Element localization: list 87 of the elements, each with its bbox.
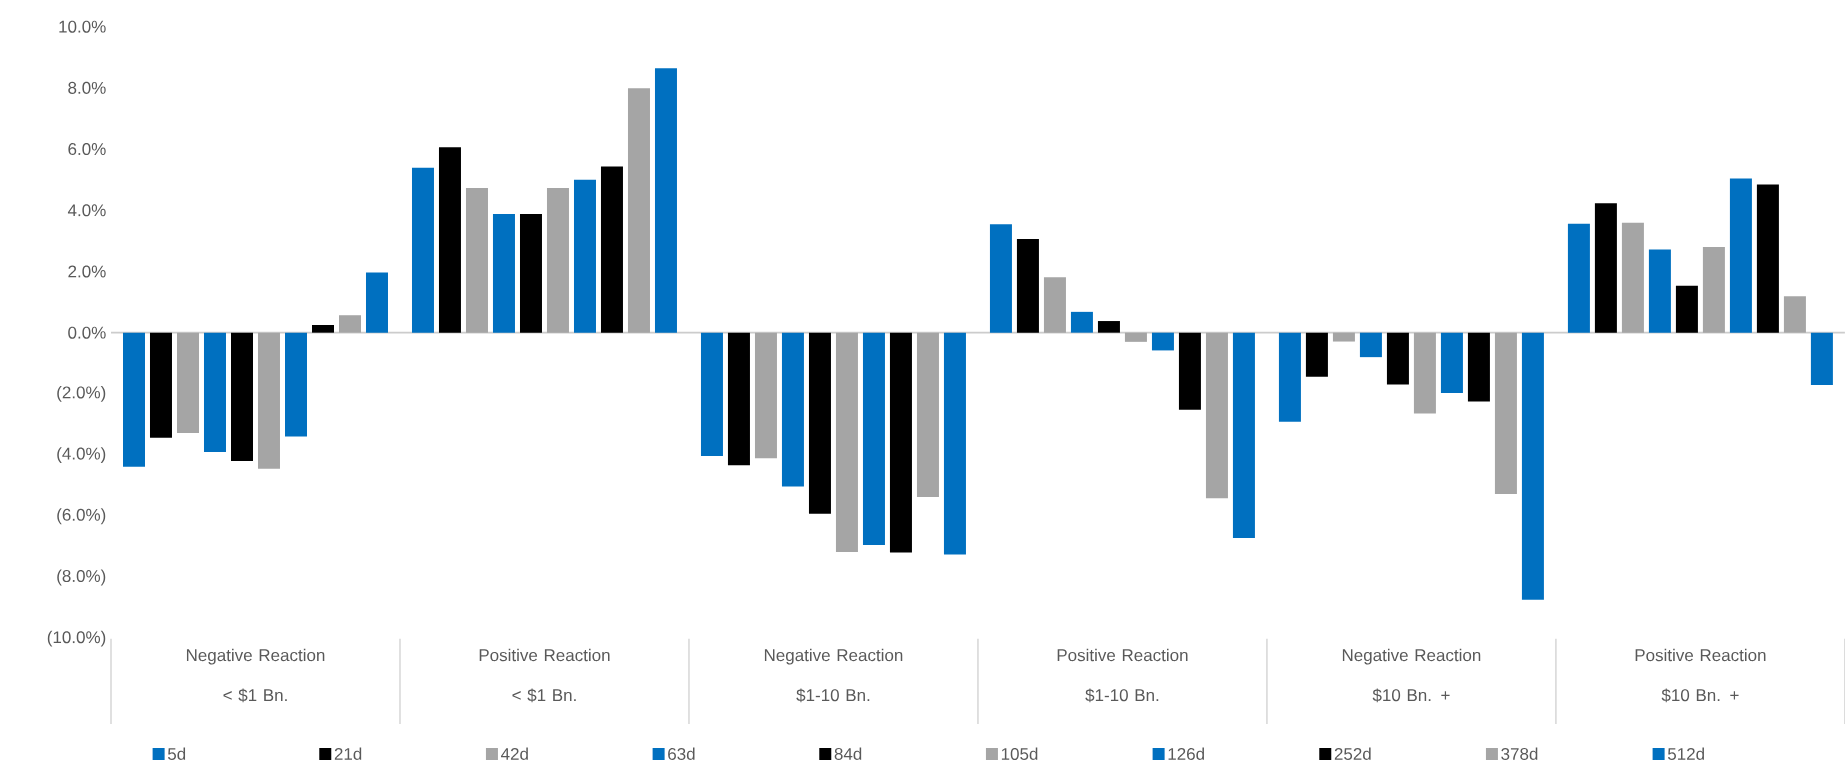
bar xyxy=(1413,332,1436,414)
bar xyxy=(1810,332,1833,385)
bar xyxy=(727,332,750,466)
category-label: Negative Reaction $1-10 Bn. xyxy=(764,648,903,703)
bar xyxy=(1305,332,1328,377)
bar xyxy=(339,315,361,333)
bar xyxy=(754,332,777,459)
bar xyxy=(1648,249,1671,333)
bar xyxy=(1178,332,1201,410)
bar xyxy=(1205,332,1228,499)
bar xyxy=(1467,332,1490,402)
bar xyxy=(916,332,939,497)
bar xyxy=(1494,332,1517,494)
bar xyxy=(600,166,623,333)
y-tick-label: 0.0% xyxy=(68,326,106,339)
y-tick-label: (10.0%) xyxy=(47,630,106,647)
y-tick-label: 6.0% xyxy=(68,143,106,156)
bar xyxy=(627,88,650,333)
bar xyxy=(700,332,723,456)
bar xyxy=(311,325,334,333)
bar xyxy=(149,332,172,438)
legend-label: 126d xyxy=(1168,747,1204,760)
bar xyxy=(231,332,253,461)
bar xyxy=(285,332,307,437)
y-tick-label: (6.0%) xyxy=(57,508,106,525)
bar xyxy=(1567,223,1590,333)
legend-label: 5d xyxy=(167,747,186,760)
bar xyxy=(1783,296,1806,333)
legend-label: 512d xyxy=(1667,747,1704,760)
y-tick-label: (4.0%) xyxy=(57,447,106,463)
bar xyxy=(1521,332,1544,600)
bar xyxy=(1756,184,1779,333)
category-label: Positive Reaction < $1 Bn. xyxy=(479,648,610,703)
category-label: Positive Reaction $1-10 Bn. xyxy=(1057,648,1188,703)
category-label: Negative Reaction < $1 Bn. xyxy=(186,648,325,703)
bar xyxy=(781,332,804,487)
bar xyxy=(1359,332,1382,358)
bar xyxy=(1097,321,1120,333)
bar xyxy=(177,332,199,434)
bar xyxy=(1278,332,1301,422)
bar xyxy=(573,179,596,333)
bar xyxy=(546,187,569,333)
bar xyxy=(808,332,831,514)
legend-label: 105d xyxy=(1001,747,1038,760)
bar xyxy=(1386,332,1409,385)
bar xyxy=(1043,277,1066,333)
bar xyxy=(943,332,966,555)
bar xyxy=(519,213,542,333)
bar xyxy=(1621,222,1644,333)
bar xyxy=(1151,332,1174,351)
bar xyxy=(123,332,145,467)
bar xyxy=(989,224,1012,333)
bar xyxy=(835,332,858,553)
bar xyxy=(438,147,461,333)
bar xyxy=(889,332,912,553)
category-label: Positive Reaction $10 Bn. + xyxy=(1635,648,1766,703)
bar xyxy=(1070,311,1093,333)
y-tick-label: 4.0% xyxy=(67,204,106,217)
bar xyxy=(465,187,488,333)
bar xyxy=(1440,332,1463,393)
y-tick-label: (2.0%) xyxy=(57,385,106,402)
y-tick-label: (8.0%) xyxy=(57,569,106,586)
bar xyxy=(862,332,885,546)
legend-label: 252d xyxy=(1334,747,1371,760)
bar xyxy=(411,167,434,333)
bar xyxy=(1729,178,1752,333)
bar xyxy=(654,68,677,333)
bar xyxy=(1332,332,1355,342)
legend-label: 42d xyxy=(501,747,528,760)
category-label: Negative Reaction $10 Bn. + xyxy=(1342,648,1481,703)
bar xyxy=(1594,203,1617,333)
bar xyxy=(492,213,515,333)
legend-label: 378d xyxy=(1501,747,1538,760)
bar xyxy=(203,332,226,453)
legend-label: 63d xyxy=(668,747,695,760)
bar xyxy=(257,332,280,469)
bar xyxy=(1702,246,1725,333)
legend-label: 21d xyxy=(334,747,362,760)
bar xyxy=(1232,332,1255,538)
legend-label: 84d xyxy=(834,747,862,760)
y-tick-label: 10.0% xyxy=(59,20,106,33)
y-tick-label: 2.0% xyxy=(68,265,106,278)
bar xyxy=(1675,285,1698,333)
bar xyxy=(1016,239,1039,333)
y-tick-label: 8.0% xyxy=(68,81,106,94)
bar xyxy=(365,272,388,333)
bar xyxy=(1124,332,1147,342)
